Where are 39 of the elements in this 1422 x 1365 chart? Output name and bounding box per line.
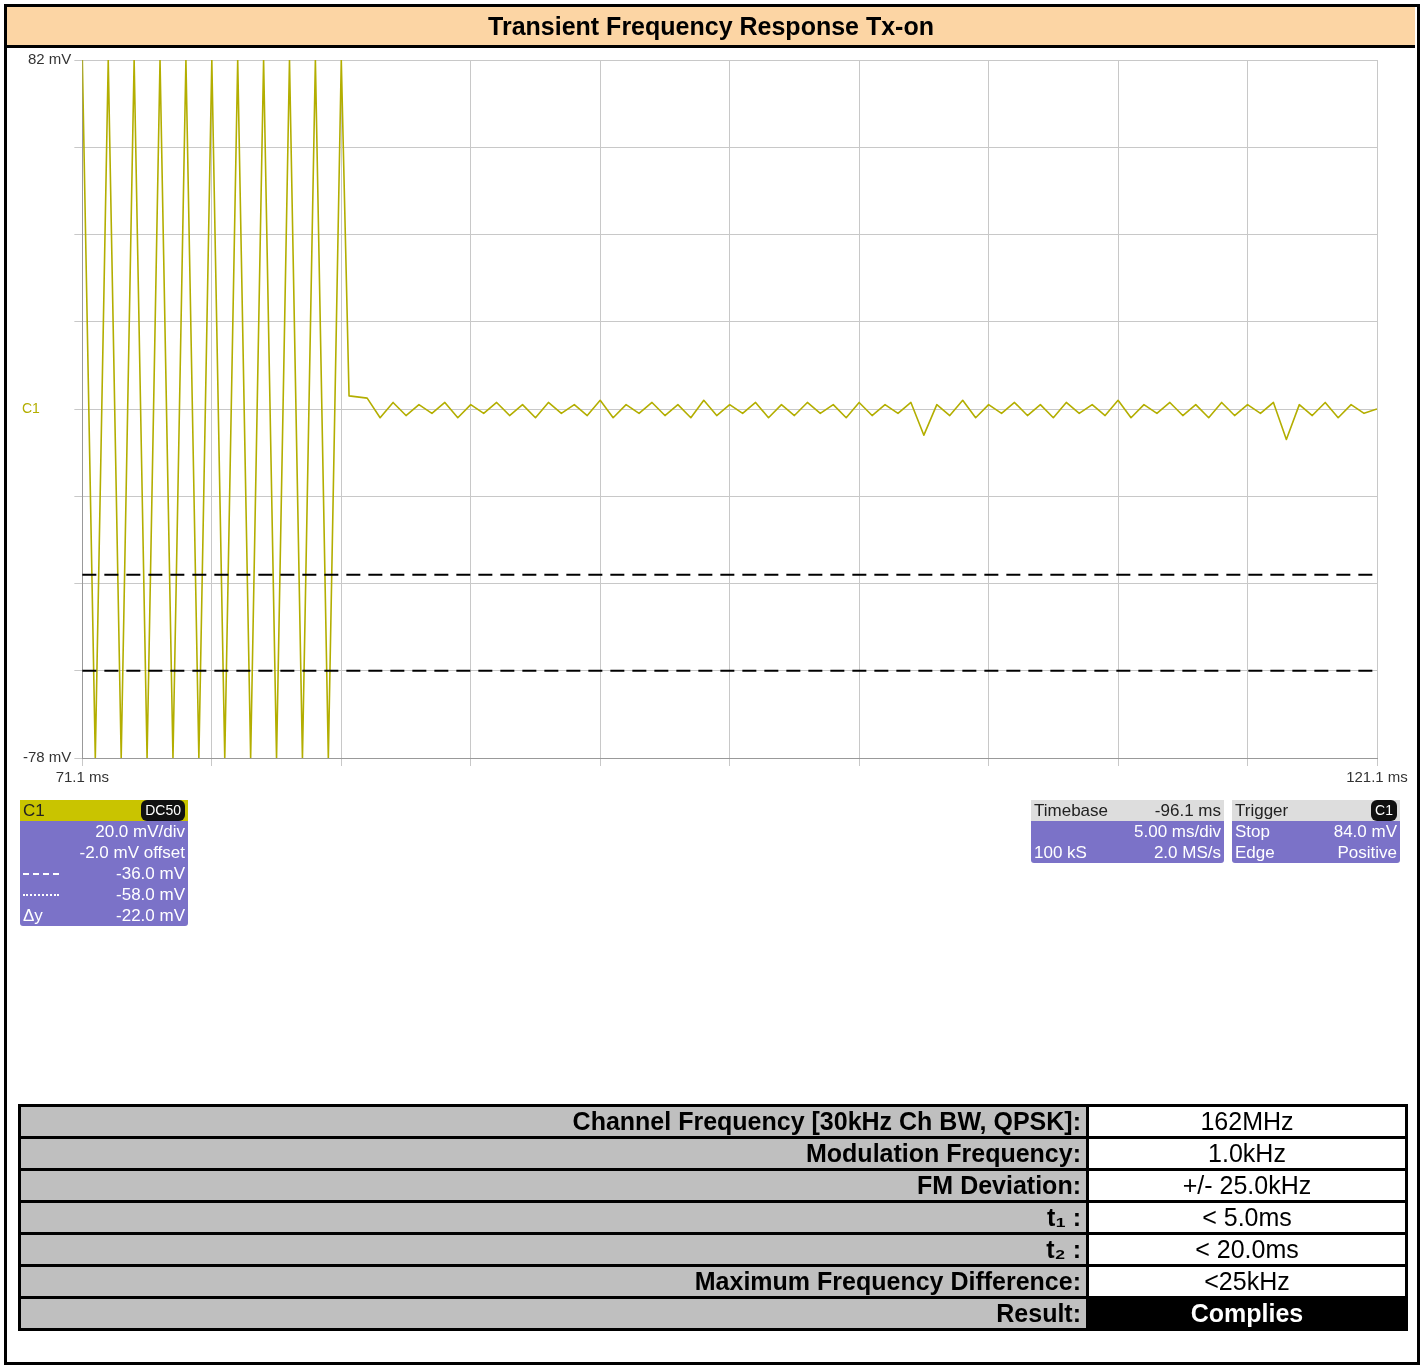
y-tick-label: -78 mV [22,748,72,766]
text: 84.0 mV [1333,821,1397,842]
text: -96.1 ms [1154,800,1221,821]
text: t₁ : [19,1201,1088,1234]
text: 2.0 MS/s [1153,842,1221,863]
text: < 5.0ms [1087,1201,1407,1234]
text: Channel Frequency [30kHz Ch BW, QPSK]: [19,1105,1088,1138]
text: <25kHz [1087,1265,1407,1298]
text: < 20.0ms [1087,1233,1407,1266]
text: Maximum Frequency Difference: [19,1265,1088,1298]
text: Modulation Frequency: [19,1137,1088,1170]
text: Δy [23,905,43,926]
text: t₂ : [19,1233,1088,1266]
text: -58.0 mV [116,884,185,905]
text: C1 [1371,800,1397,821]
x-tick-label: 121.1 ms [1346,768,1408,786]
text: FM Deviation: [19,1169,1088,1202]
text: -2.0 mV offset [79,842,185,863]
text: 5.00 ms/div [1134,821,1221,842]
text: Positive [1337,842,1397,863]
text: C1 [22,400,40,416]
text: 100 kS [1034,842,1087,863]
text: C1 [23,800,45,821]
text: Trigger [1235,800,1289,821]
text: 20.0 mV/div [95,821,185,842]
text: Edge [1235,842,1275,863]
text: 1.0kHz [1087,1137,1407,1170]
text: Result: [19,1297,1088,1330]
text: Stop [1235,821,1270,842]
text: 162MHz [1087,1105,1407,1138]
text: Complies [1087,1297,1407,1330]
chart-title: Transient Frequency Response Tx-on [7,7,1415,48]
text: -36.0 mV [116,863,185,884]
y-tick-label: 82 mV [27,50,72,68]
x-tick-label: 71.1 ms [55,768,110,786]
text: DC50 [141,800,185,821]
text: Timebase [1034,800,1109,821]
text: +/- 25.0kHz [1087,1169,1407,1202]
text: -22.0 mV [116,905,185,926]
